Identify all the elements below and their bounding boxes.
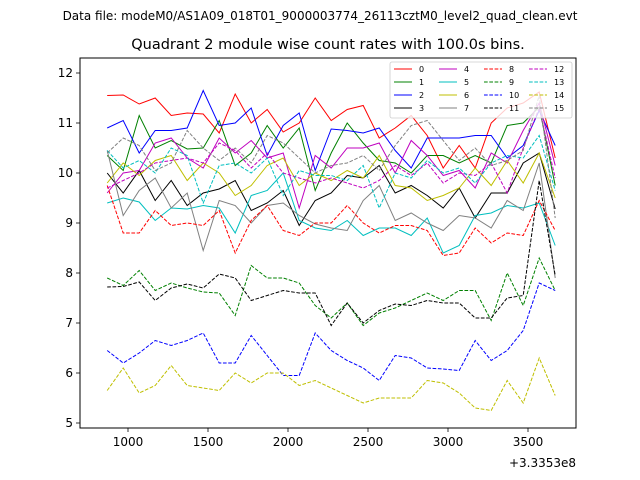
series-line-5: [107, 172, 556, 254]
legend-label-13: 13: [554, 78, 564, 87]
x-axis-offset-label: +3.3353e8: [509, 456, 576, 470]
y-tick-label: 10: [58, 166, 73, 180]
y-tick-label: 12: [58, 66, 73, 80]
legend-label-8: 8: [509, 65, 514, 74]
series-line-12: [106, 106, 556, 195]
legend-frame: [389, 61, 573, 119]
series-line-14: [106, 356, 556, 412]
legend-label-1: 1: [419, 78, 424, 87]
legend-label-12: 12: [554, 65, 564, 74]
legend-label-9: 9: [509, 78, 514, 87]
x-tick-label: 1500: [193, 435, 224, 449]
series-line-8: [106, 185, 556, 257]
series-line-11: [107, 180, 556, 327]
legend-label-0: 0: [419, 65, 424, 74]
series-line-15: [106, 95, 556, 219]
y-tick-label: 11: [58, 116, 73, 130]
y-tick-label: 7: [65, 316, 73, 330]
series-line-13: [106, 134, 556, 210]
series-line-7: [106, 150, 556, 279]
series-line-3: [106, 152, 556, 227]
x-tick-label: 1000: [113, 435, 144, 449]
series-line-0: [107, 91, 556, 170]
series-line-10: [106, 282, 556, 382]
legend-label-7: 7: [464, 104, 469, 113]
x-tick-label: 3500: [513, 435, 544, 449]
series-layer: [106, 89, 556, 412]
axes-frame: [79, 57, 577, 429]
legend-label-5: 5: [464, 78, 469, 87]
chart-title: Quadrant 2 module wise count rates with …: [131, 37, 525, 53]
legend-label-4: 4: [464, 65, 469, 74]
legend-label-3: 3: [419, 104, 424, 113]
y-tick-label: 9: [65, 216, 73, 230]
series-line-1: [106, 105, 556, 193]
x-tick-label: 3000: [433, 435, 464, 449]
series-line-9: [106, 256, 556, 327]
legend-label-2: 2: [419, 91, 424, 100]
x-tick-label: 2500: [353, 435, 384, 449]
y-axis: 5 6 7 8 9 10 11 12: [58, 66, 80, 430]
legend-label-6: 6: [464, 91, 469, 100]
legend-label-15: 15: [554, 104, 564, 113]
y-tick-label: 8: [65, 266, 73, 280]
figure-suptitle: Data file: modeM0/AS1A09_018T01_90000037…: [63, 9, 578, 23]
y-tick-label: 5: [65, 416, 73, 430]
legend-label-10: 10: [509, 91, 519, 100]
x-axis: 1000 1500 2000 2500 3000 3500: [113, 428, 544, 449]
y-tick-label: 6: [65, 366, 73, 380]
series-line-6: [106, 151, 556, 202]
series-line-2: [106, 89, 556, 173]
x-tick-label: 2000: [273, 435, 304, 449]
legend-label-14: 14: [554, 91, 564, 100]
legend-label-11: 11: [509, 104, 519, 113]
